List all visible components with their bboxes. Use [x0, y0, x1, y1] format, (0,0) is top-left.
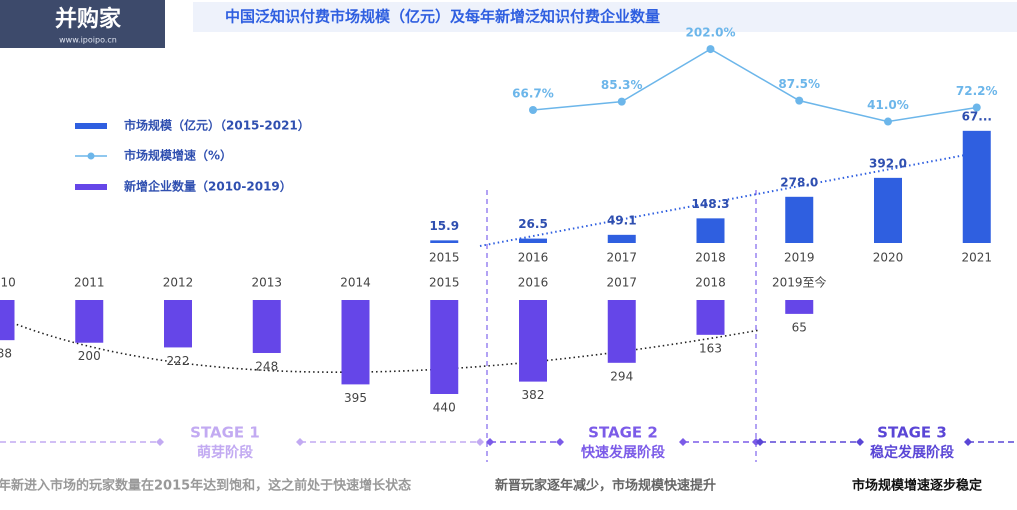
value-label: 148.3	[692, 197, 730, 211]
stage-subtitle: 快速发展阶段	[581, 444, 665, 461]
growth-point	[795, 96, 804, 105]
bar	[430, 300, 459, 394]
bar	[785, 196, 814, 243]
stage-diamond	[756, 438, 764, 446]
value-label: 41.0%	[867, 98, 909, 112]
growth-line	[532, 48, 977, 123]
value-label: 26.5	[518, 217, 548, 231]
value-label: 440	[433, 401, 456, 415]
bar	[164, 300, 192, 348]
title-band	[193, 2, 1017, 32]
bar	[696, 300, 725, 335]
growth-point	[617, 97, 626, 106]
stage-diamond	[556, 438, 564, 446]
stage-note: 市场规模增速逐步稳定	[852, 478, 982, 494]
trend-line	[479, 149, 993, 247]
growth-point	[529, 105, 537, 114]
value-label: 67...	[962, 109, 992, 123]
value-label: 87.5%	[778, 77, 820, 91]
x-tick-label: 2016	[518, 276, 549, 290]
x-tick-label: 2018	[695, 251, 726, 265]
legend-swatch	[75, 184, 107, 190]
bar	[519, 300, 547, 382]
x-tick-label: 2014	[340, 276, 371, 290]
x-tick-label: 2017	[606, 251, 637, 265]
legend-label: 市场规模（亿元）（2015-2021）	[124, 118, 310, 133]
stage-diamond	[856, 438, 864, 446]
stage-diamond	[476, 438, 484, 446]
stage-subtitle: 稳定发展阶段	[870, 444, 954, 461]
x-tick-label: 2010	[0, 276, 16, 290]
x-tick-label: 2018	[695, 276, 726, 290]
x-tick-label: 2016	[518, 251, 549, 265]
x-tick-label: 2011	[74, 276, 105, 290]
legend-swatch	[87, 152, 95, 160]
title: 中国泛知识付费市场规模（亿元）及每年新增泛知识付费企业数量	[225, 8, 660, 26]
bar	[519, 238, 547, 243]
value-label: 395	[344, 391, 367, 405]
bar	[341, 300, 370, 385]
stage-diamond	[296, 438, 304, 446]
stage-diamond	[964, 438, 972, 446]
stage-title: STAGE 3	[877, 424, 947, 442]
value-label: 202.0%	[686, 26, 736, 40]
value-label: 200	[78, 349, 101, 363]
stage-diamond	[679, 438, 687, 446]
growth-point	[972, 103, 981, 112]
value-label: 222	[167, 354, 190, 368]
stage-subtitle: 萌芽阶段	[197, 444, 253, 461]
x-tick-label: 2020	[873, 251, 904, 265]
value-label: 163	[699, 341, 722, 355]
value-label: 66.7%	[512, 86, 554, 100]
value-label: 188	[0, 347, 12, 361]
stage-note: 新晋玩家逐年减少，市场规模快速提升	[495, 478, 716, 494]
x-tick-label: 2019	[784, 251, 815, 265]
x-tick-label: 2019至今	[772, 275, 827, 290]
value-label: 49.1	[607, 213, 637, 227]
legend-swatch	[75, 123, 107, 129]
bar	[607, 300, 636, 363]
stage-title: STAGE 2	[588, 424, 658, 442]
growth-point	[884, 117, 892, 126]
bar	[430, 240, 459, 243]
bar	[874, 177, 902, 243]
x-tick-label: 2012	[163, 276, 194, 290]
x-tick-label: 2017	[606, 276, 637, 290]
x-tick-label: 2015	[429, 251, 460, 265]
value-label: 248	[255, 359, 278, 373]
logo-url: www.ipoipo.cn	[59, 36, 117, 45]
stage-diamond	[156, 438, 164, 446]
legend-label: 市场规模增速（%）	[124, 148, 232, 163]
trend-curve	[0, 317, 761, 373]
x-tick-label: 2013	[251, 276, 282, 290]
value-label: 294	[610, 369, 633, 383]
value-label: 72.2%	[956, 84, 998, 98]
value-label: 382	[522, 388, 545, 402]
value-label: 15.9	[429, 219, 459, 233]
bar	[607, 234, 636, 243]
logo-box	[0, 0, 165, 48]
bar	[0, 300, 15, 341]
value-label: 392.0	[869, 156, 907, 170]
bar	[785, 300, 814, 314]
growth-point	[706, 45, 715, 54]
value-label: 278.0	[780, 175, 818, 189]
value-label: 65	[792, 320, 807, 334]
logo-name: 并购家	[55, 6, 122, 32]
bar	[696, 218, 725, 243]
value-label: 85.3%	[601, 78, 643, 92]
x-tick-label: 2021	[961, 251, 992, 265]
stage-note: 年新进入市场的玩家数量在2015年达到饱和，这之前处于快速增长状态	[0, 478, 411, 494]
bar	[962, 130, 991, 243]
stage-diamond	[486, 438, 494, 446]
x-tick-label: 2015	[429, 276, 460, 290]
bar	[252, 300, 281, 353]
stage-title: STAGE 1	[190, 424, 260, 442]
legend-label: 新增企业数量（2010-2019）	[124, 179, 292, 194]
bar	[75, 300, 104, 343]
